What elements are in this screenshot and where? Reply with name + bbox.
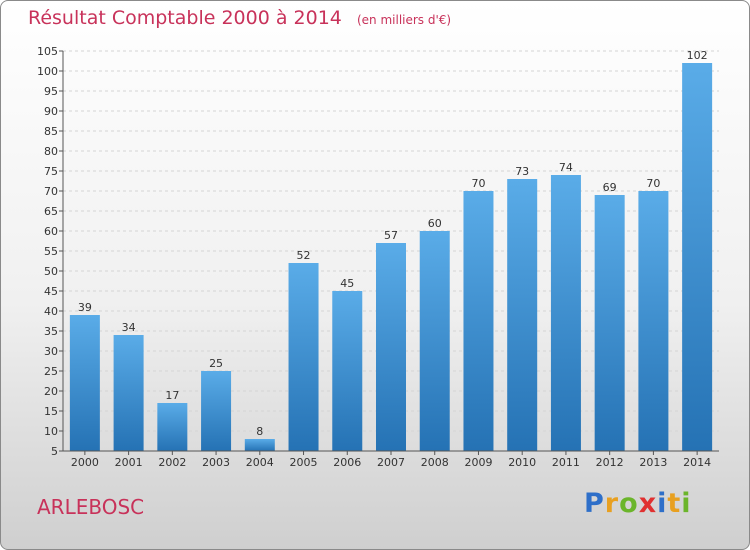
bar-2001 [113,335,144,451]
x-tick-label: 2001 [115,456,143,469]
commune-name: ARLEBOSC [37,495,145,519]
logo-letter: i [657,488,668,519]
y-tick-label: 75 [44,165,58,178]
y-tick-label: 25 [44,365,58,378]
y-tick-label: 40 [44,305,58,318]
y-tick-label: 5 [51,445,58,458]
y-tick-label: 65 [44,205,58,218]
value-label: 8 [256,425,263,438]
value-label: 69 [603,181,617,194]
y-tick-label: 10 [44,425,58,438]
x-tick-label: 2005 [290,456,318,469]
value-label: 74 [559,161,573,174]
x-tick-label: 2010 [508,456,536,469]
value-label: 70 [471,177,485,190]
bar-2009 [463,191,494,451]
x-tick-label: 2004 [246,456,274,469]
x-tick-label: 2013 [639,456,667,469]
bar-2010 [507,179,538,451]
bar-2002 [157,403,188,451]
value-label: 73 [515,165,529,178]
y-tick-label: 20 [44,385,58,398]
bar-2012 [594,195,625,451]
bar-2006 [332,291,363,451]
x-tick-label: 2011 [552,456,580,469]
chart-title: Résultat Comptable 2000 à 2014 [28,7,342,29]
logo-letter: r [604,488,620,519]
value-label: 60 [428,217,442,230]
value-label: 70 [646,177,660,190]
value-label: 45 [340,277,354,290]
axis-layer: 5 10 15 20 25 30 35 40 45 50 55 60 65 70 75 80 85 90 95 100… [37,45,719,469]
y-tick-label: 35 [44,325,58,338]
x-tick-label: 2003 [202,456,230,469]
x-tick-label: 2007 [377,456,405,469]
logo-letter: i [681,488,692,519]
logo-letter: t [667,488,682,519]
bar-2013 [638,191,669,451]
y-tick-label: 95 [44,85,58,98]
y-tick-label: 30 [44,345,58,358]
y-tick-label: 105 [37,45,58,58]
value-label: 57 [384,229,398,242]
y-tick-label: 15 [44,405,58,418]
x-tick-label: 2008 [421,456,449,469]
value-label: 52 [297,249,311,262]
value-label: 102 [687,49,708,62]
title-row: Résultat Comptable 2000 à 2014 (en milli… [28,7,451,29]
x-tick-label: 2002 [158,456,186,469]
bar-2011 [550,175,581,451]
bar-2007 [376,243,406,451]
x-tick-label: 2006 [333,456,361,469]
y-tick-label: 80 [44,145,58,158]
x-tick-label: 2009 [464,456,492,469]
bar-2003 [201,371,232,451]
bar-2005 [288,263,319,451]
logo-letter: o [619,488,639,519]
value-label: 34 [122,321,136,334]
value-label: 17 [165,389,179,402]
bar-2008 [419,231,450,451]
bar-2004 [244,439,275,451]
y-tick-label: 90 [44,105,58,118]
x-tick-label: 2000 [71,456,99,469]
logo-letter: P [584,488,605,519]
value-label: 39 [78,301,92,314]
x-tick-label: 2014 [683,456,711,469]
y-tick-label: 60 [44,225,58,238]
bar-2014 [682,63,713,451]
y-tick-label: 45 [44,285,58,298]
y-tick-label: 55 [44,245,58,258]
y-tick-label: 85 [44,125,58,138]
proxiti-logo: Proxiti [584,488,692,519]
bar-2000 [69,315,100,451]
bar-layer: 39 34 17 25 8 52 45 57 60 70 73 74 69 70 102 [69,49,713,451]
value-label: 25 [209,357,223,370]
x-tick-label: 2012 [596,456,624,469]
y-tick-label: 100 [37,65,58,78]
y-tick-label: 70 [44,185,58,198]
logo-letter: x [638,488,658,519]
y-tick-label: 50 [44,265,58,278]
chart-subtitle: (en milliers d'€) [356,13,452,27]
